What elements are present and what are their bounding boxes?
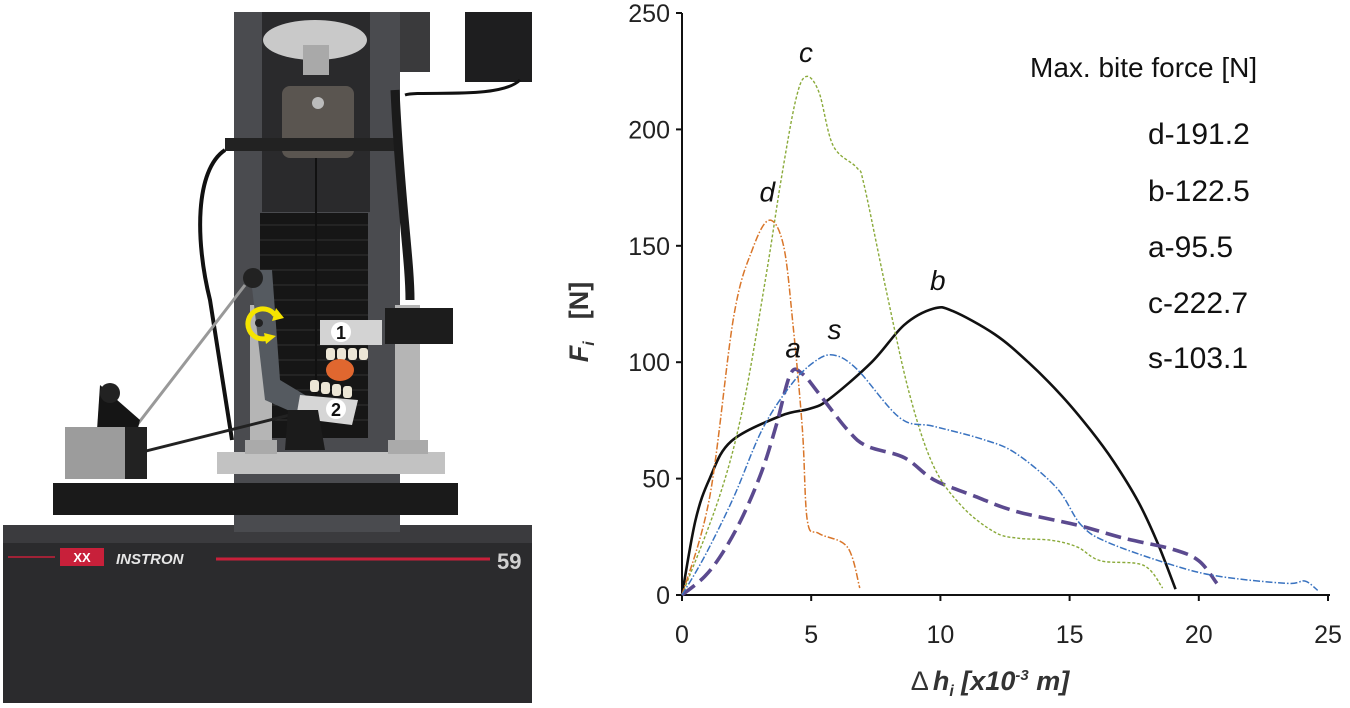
series-line-c <box>681 75 1164 596</box>
x-ticks: 0 5 10 15 20 25 <box>675 595 1342 649</box>
x-label-delta: Δ <box>911 666 929 696</box>
series-line-a <box>680 367 1219 597</box>
controller-box <box>465 12 532 82</box>
coiled-cable <box>390 89 415 301</box>
series-label-a: a <box>785 333 801 364</box>
y-label-f: F <box>564 344 594 362</box>
y-tick-label: 100 <box>628 349 670 377</box>
block-side <box>125 427 147 479</box>
x-label-sub: i <box>949 683 954 700</box>
pulley-top <box>243 268 263 288</box>
label-1: 1 <box>336 323 346 343</box>
food-sample <box>326 359 354 381</box>
x-label-post: m] <box>1029 666 1071 696</box>
x-tick-label: 15 <box>1056 621 1084 649</box>
arrow-head-top <box>272 308 284 321</box>
aluminium-block <box>65 427 125 479</box>
x-label-h: h <box>933 666 950 696</box>
controller-cable <box>404 78 522 97</box>
brand-name: INSTRON <box>116 551 185 568</box>
legend-entry-d: d-191.2 <box>1148 118 1250 151</box>
series-line-s <box>681 354 1319 596</box>
jaw-block-1 <box>320 320 382 345</box>
series-line-b <box>680 305 1177 596</box>
y-ticks: 0 50 100 150 200 250 <box>628 0 682 610</box>
upper-bracket <box>400 12 430 72</box>
y-tick-label: 200 <box>628 116 670 144</box>
x-label-sup: -3 <box>1015 667 1029 684</box>
instron-logo-icon <box>60 548 104 566</box>
legend-title: Max. bite force [N] <box>1030 52 1257 83</box>
y-tick-label: 150 <box>628 233 670 261</box>
upper-teeth <box>326 348 368 360</box>
force-displacement-chart: 0 50 100 150 200 250 0 5 10 15 20 25 b a c d s Max. bi… <box>564 0 1342 700</box>
lower-teeth <box>310 380 352 398</box>
legend-entry-c: c-222.7 <box>1148 287 1248 320</box>
y-tick-label: 250 <box>628 0 670 28</box>
hinge-bracket <box>285 410 325 450</box>
load-cell-bolt <box>312 97 324 109</box>
pulley-bottom <box>100 383 120 403</box>
logo-glyph: XX <box>73 550 91 565</box>
x-tick-label: 25 <box>1314 621 1342 649</box>
arrow-head-bottom <box>264 333 276 344</box>
legend-entry-s: s-103.1 <box>1148 342 1248 375</box>
instron-test-rig-photo: 1 2 XX INSTRON 59 <box>3 12 532 703</box>
lever-arm <box>250 270 330 420</box>
cable <box>198 148 234 441</box>
series-line-d <box>681 219 861 596</box>
series-label-d: d <box>759 177 776 208</box>
x-tick-label: 0 <box>675 621 689 649</box>
label-2-badge <box>326 399 346 419</box>
legend-entry-b: b-122.5 <box>1148 175 1250 208</box>
x-tick-label: 5 <box>804 621 818 649</box>
label-1-badge <box>331 322 351 342</box>
right-post-nut <box>388 440 428 454</box>
y-label-sub: i <box>581 341 598 346</box>
crossbar <box>225 138 400 151</box>
series-label-c: c <box>799 37 813 68</box>
y-label-unit: [N] <box>564 282 594 319</box>
post-clamp <box>385 308 453 344</box>
legend-entry-a: a-95.5 <box>1148 231 1233 264</box>
series-labels: b a c d s <box>759 37 945 364</box>
x-tick-label: 10 <box>926 621 954 649</box>
series-label-s: s <box>827 314 841 345</box>
y-tick-label: 50 <box>642 466 670 494</box>
plate-hub <box>303 45 329 75</box>
y-axis-label: Fi [N] <box>564 282 598 362</box>
model-number: 59 <box>497 549 521 574</box>
series-lines <box>680 75 1319 597</box>
x-tick-label: 20 <box>1185 621 1213 649</box>
left-post-nut <box>245 440 277 454</box>
aluminium-plate <box>217 452 445 474</box>
black-base-plate <box>53 483 458 515</box>
x-label-pre: [x10 <box>954 666 1016 696</box>
y-tick-label: 0 <box>656 582 670 610</box>
upper-plate-disc <box>263 20 367 60</box>
pivot-bolt <box>255 319 263 327</box>
label-2: 2 <box>331 400 341 420</box>
rotation-arrow-icon <box>245 306 278 342</box>
series-label-b: b <box>930 265 946 296</box>
